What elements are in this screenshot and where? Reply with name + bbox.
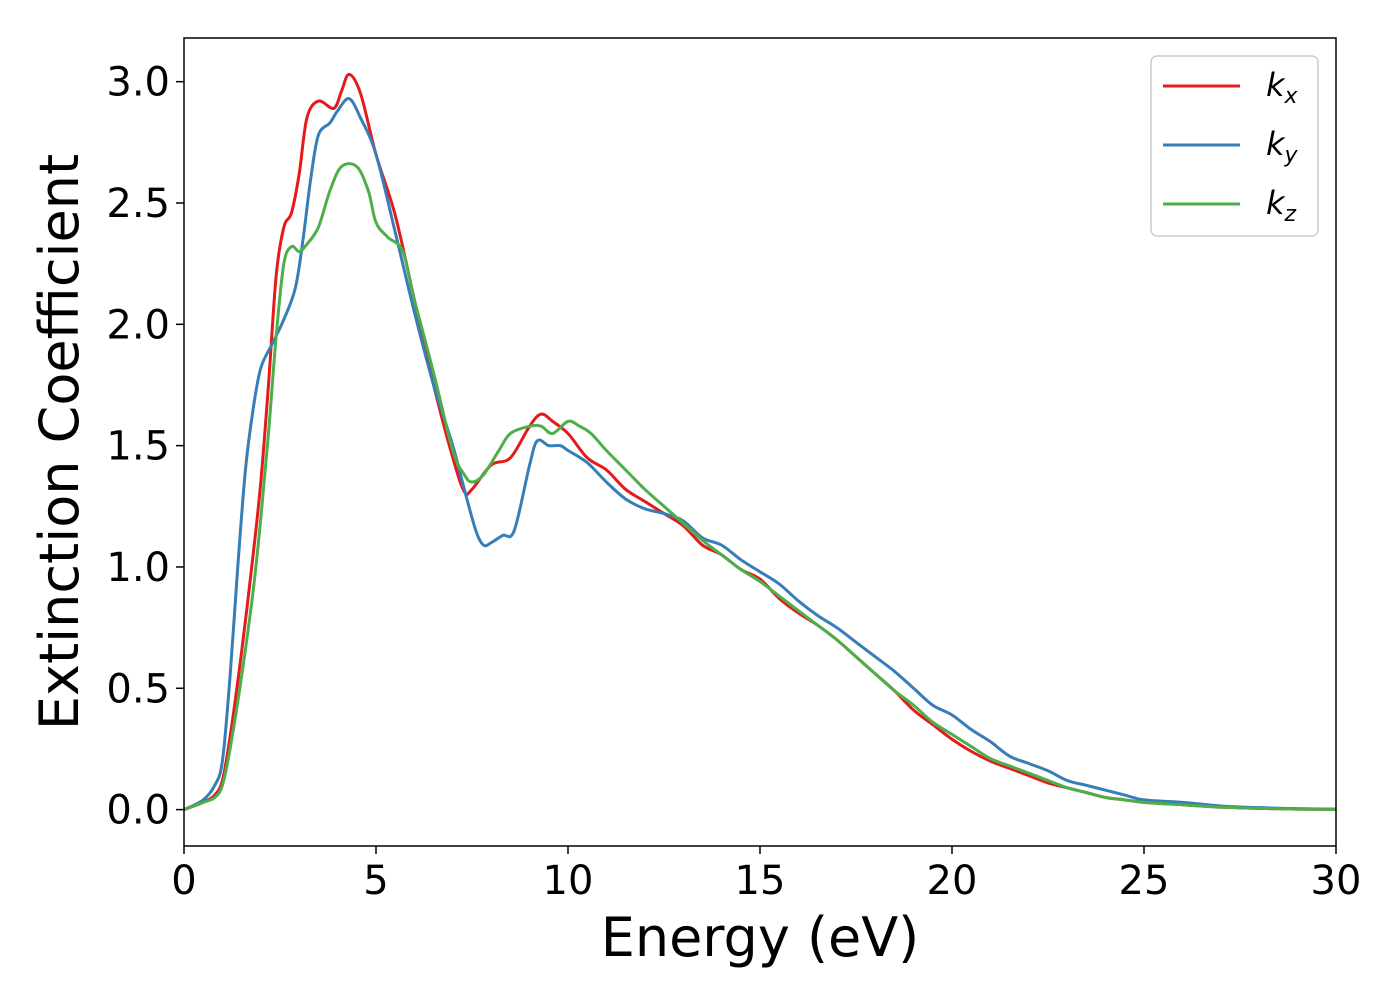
y-tick-label: 1.0 (106, 545, 170, 591)
legend-label-z: kz (1266, 184, 1297, 227)
x-tick-label: 5 (363, 858, 388, 904)
y-tick-label: 0.5 (106, 666, 170, 712)
y-tick-label: 3.0 (106, 60, 170, 106)
x-tick-label: 10 (543, 858, 594, 904)
y-tick-label: 1.5 (106, 424, 170, 470)
series-line-x (184, 72, 1336, 812)
y-axis-title: Extinction Coefficient (28, 154, 91, 730)
y-axis-ticks: 0.0 0.5 1.0 1.5 2.0 2.5 3.0 (106, 60, 184, 834)
y-tick-label: 0.0 (106, 788, 170, 834)
legend-label-x: kx (1266, 66, 1299, 109)
legend-label-y: ky (1266, 125, 1299, 168)
x-axis-title: Energy (eV) (601, 906, 920, 969)
x-axis-ticks: 0 5 10 15 20 25 30 (171, 846, 1361, 904)
x-tick-label: 20 (927, 858, 978, 904)
y-tick-label: 2.0 (106, 302, 170, 348)
series-line-z (184, 162, 1336, 812)
x-tick-label: 25 (1119, 858, 1170, 904)
x-tick-label: 0 (171, 858, 196, 904)
series-line-y (184, 97, 1336, 811)
y-tick-label: 2.5 (106, 181, 170, 227)
series-layer (184, 72, 1336, 812)
x-tick-label: 15 (735, 858, 786, 904)
x-tick-label: 30 (1311, 858, 1362, 904)
legend: kx ky kz (1150, 55, 1319, 237)
